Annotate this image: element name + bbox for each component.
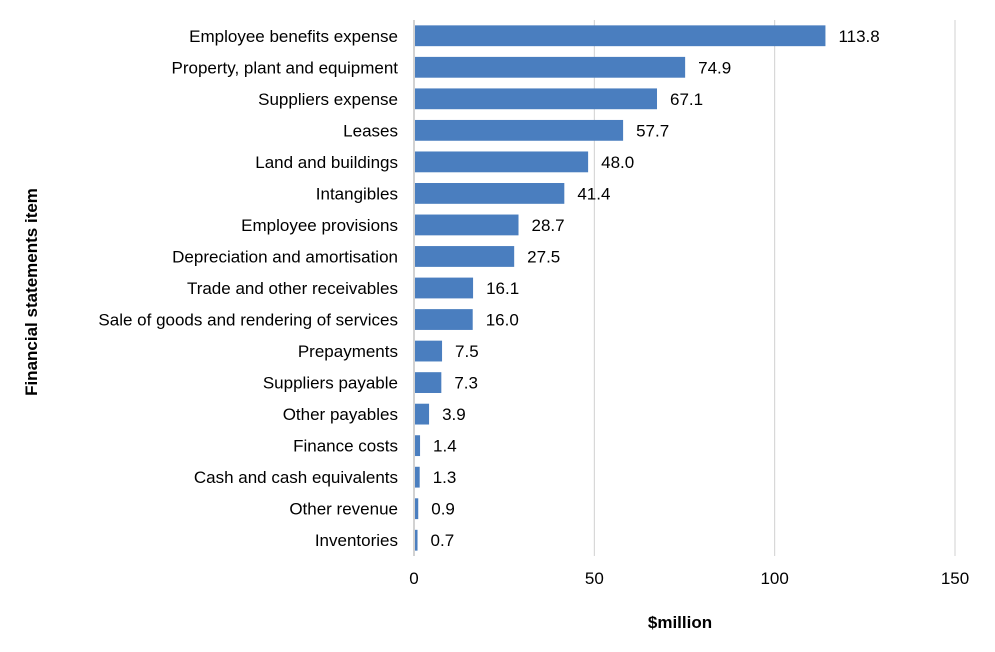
category-label: Employee benefits expense — [189, 27, 398, 46]
x-tick-label: 100 — [760, 569, 788, 588]
category-label: Sale of goods and rendering of services — [98, 311, 398, 330]
gridlines — [413, 20, 956, 556]
bar — [415, 498, 419, 520]
category-label: Finance costs — [293, 437, 398, 456]
data-label: 7.3 — [454, 374, 478, 393]
bar — [415, 435, 421, 457]
x-tick-label: 150 — [941, 569, 969, 588]
bar — [415, 372, 442, 393]
data-label: 0.7 — [431, 531, 455, 550]
category-label: Leases — [343, 121, 398, 140]
data-label: 113.8 — [838, 27, 879, 46]
category-label: Property, plant and equipment — [172, 58, 399, 77]
data-label: 1.3 — [433, 468, 457, 487]
data-label: 1.4 — [433, 437, 457, 456]
category-label: Intangibles — [316, 184, 398, 203]
category-label: Suppliers payable — [263, 374, 398, 393]
bar — [415, 151, 589, 173]
category-label: Prepayments — [298, 342, 398, 361]
category-label: Depreciation and amortisation — [172, 247, 398, 266]
y-axis-title: Financial statements item — [22, 188, 41, 396]
data-label: 16.0 — [486, 311, 519, 330]
data-label: 74.9 — [698, 58, 731, 77]
bar — [415, 246, 515, 267]
bar — [415, 119, 624, 141]
bar — [415, 340, 443, 362]
x-axis-title: $million — [648, 613, 712, 632]
data-label: 27.5 — [527, 247, 560, 266]
data-label: 57.7 — [636, 121, 669, 140]
category-label: Land and buildings — [255, 153, 398, 172]
x-tick-label: 50 — [585, 569, 604, 588]
value-labels: 113.8 74.9 67.157.748.0 41.4 28.7 27.5 16.1 16.… — [431, 27, 880, 550]
bar — [415, 183, 565, 204]
data-label: 3.9 — [442, 405, 466, 424]
category-label: Other revenue — [289, 500, 398, 519]
data-label: 48.0 — [601, 153, 634, 172]
data-label: 7.5 — [455, 342, 479, 361]
x-tick-labels: 0 50 100 150 — [409, 569, 969, 588]
bar — [415, 56, 686, 78]
bar — [415, 214, 519, 236]
bar — [415, 403, 430, 425]
data-label: 67.1 — [670, 90, 703, 109]
x-tick-label: 0 — [409, 569, 418, 588]
bar — [415, 309, 473, 330]
category-label: Trade and other receivables — [187, 279, 398, 298]
bar — [415, 88, 658, 110]
bar — [415, 529, 418, 551]
category-label: Suppliers expense — [258, 90, 398, 109]
category-label: Employee provisions — [241, 216, 398, 235]
bar — [415, 25, 826, 47]
data-label: 41.4 — [577, 184, 610, 203]
data-label: 16.1 — [486, 279, 519, 298]
data-label: 0.9 — [431, 500, 455, 519]
data-label: 28.7 — [532, 216, 565, 235]
bar — [415, 466, 420, 488]
bars — [415, 25, 826, 551]
category-label: Other payables — [283, 405, 398, 424]
category-label: Cash and cash equivalents — [194, 468, 398, 487]
bar — [415, 277, 474, 299]
category-label: Inventories — [315, 531, 398, 550]
category-labels: Employee benefits expense Property, plant… — [98, 27, 398, 550]
